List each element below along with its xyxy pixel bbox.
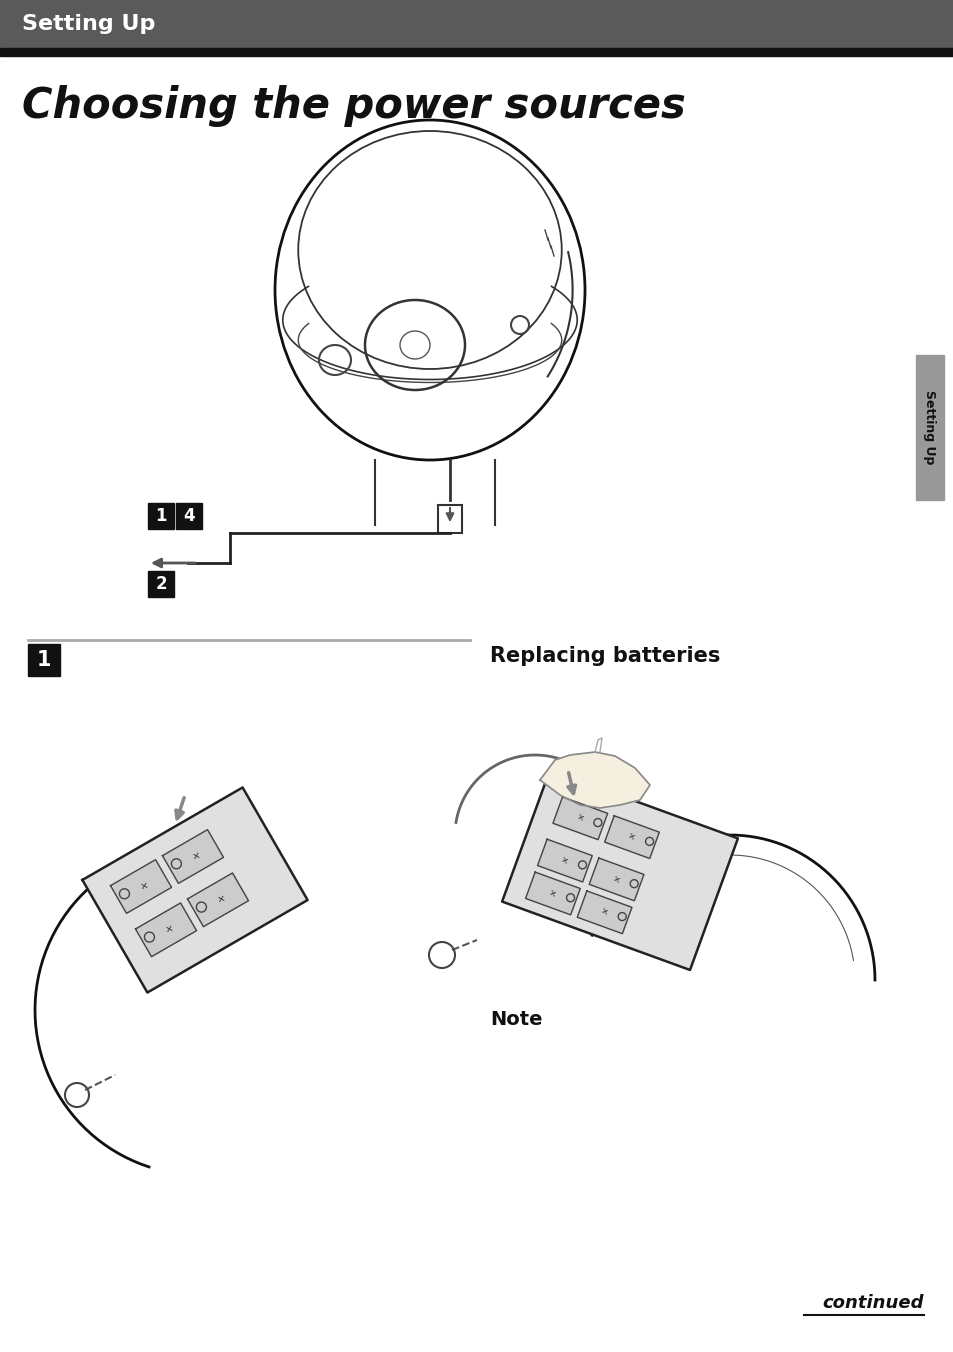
Bar xyxy=(28,644,60,676)
Bar xyxy=(437,506,461,533)
Text: +: + xyxy=(136,880,150,894)
Text: +: + xyxy=(547,887,558,899)
Text: Setting Up: Setting Up xyxy=(923,391,936,465)
Bar xyxy=(0,0,953,49)
Text: 1: 1 xyxy=(37,650,51,671)
Text: 1: 1 xyxy=(155,507,167,525)
Polygon shape xyxy=(525,872,579,915)
Bar xyxy=(148,571,173,598)
Polygon shape xyxy=(537,840,592,882)
Polygon shape xyxy=(135,903,196,957)
Text: +: + xyxy=(161,923,174,937)
Text: +: + xyxy=(189,850,201,863)
Text: +: + xyxy=(575,813,585,825)
Polygon shape xyxy=(501,771,737,969)
Bar xyxy=(915,356,943,500)
Polygon shape xyxy=(589,859,643,900)
Ellipse shape xyxy=(274,120,584,460)
Text: +: + xyxy=(558,854,570,867)
Polygon shape xyxy=(82,787,307,992)
Text: Setting Up: Setting Up xyxy=(22,14,155,34)
Text: 4: 4 xyxy=(183,507,194,525)
Text: +: + xyxy=(626,831,637,844)
Text: +: + xyxy=(213,894,226,906)
Text: +: + xyxy=(598,906,609,918)
Text: continued: continued xyxy=(821,1294,923,1311)
Bar xyxy=(0,49,953,55)
Polygon shape xyxy=(162,830,223,883)
Bar xyxy=(175,503,202,529)
Bar xyxy=(148,503,173,529)
Polygon shape xyxy=(553,796,607,840)
Text: 2: 2 xyxy=(155,575,167,594)
Polygon shape xyxy=(539,752,649,808)
Polygon shape xyxy=(604,815,659,859)
Text: Replacing batteries: Replacing batteries xyxy=(490,646,720,667)
Polygon shape xyxy=(188,873,248,926)
Polygon shape xyxy=(111,860,172,914)
Text: +: + xyxy=(611,873,621,886)
Text: Choosing the power sources: Choosing the power sources xyxy=(22,85,685,127)
Text: Note: Note xyxy=(490,1010,542,1029)
Polygon shape xyxy=(577,891,631,934)
